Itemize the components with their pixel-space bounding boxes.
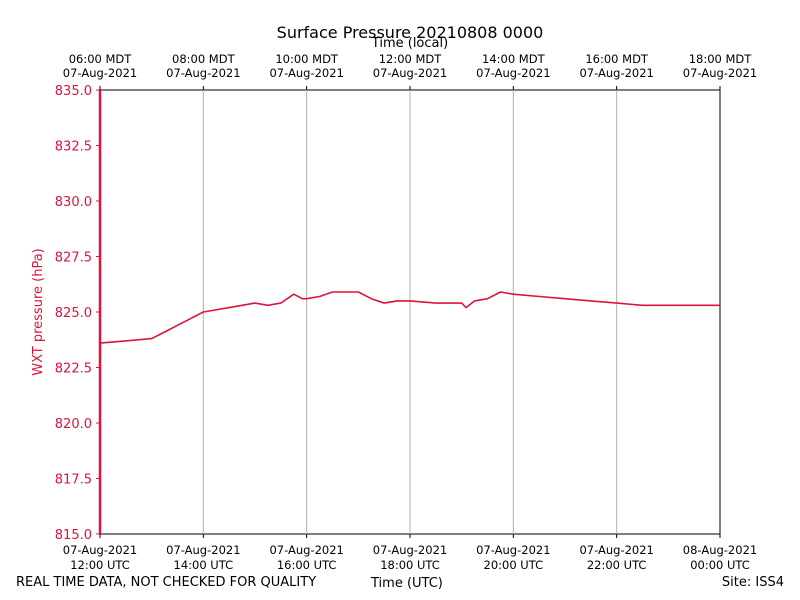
x-tick-label: 07-Aug-2021	[476, 543, 550, 557]
site-label: Site: ISS4	[721, 575, 784, 590]
top-x-tick-label: 07-Aug-2021	[476, 66, 550, 80]
top-x-tick-label: 07-Aug-2021	[373, 66, 447, 80]
x-tick-label: 07-Aug-2021	[269, 543, 343, 557]
x-axis-label: Time (UTC)	[371, 576, 443, 591]
top-x-tick-label: 08:00 MDT	[172, 52, 236, 66]
x-tick-label: 18:00 UTC	[380, 558, 440, 572]
chart-title: Surface Pressure 20210808 0000	[277, 23, 544, 42]
y-tick-label: 835.0	[55, 84, 92, 99]
y-axis: 815.0 817.5 820.0 822.5 825.0 827.5 830.0 832.5…	[55, 84, 102, 543]
y-tick-label: 830.0	[55, 195, 92, 210]
top-x-tick-label: 06:00 MDT	[69, 52, 133, 66]
x-tick-label: 14:00 UTC	[174, 558, 234, 572]
x-tick-label: 12:00 UTC	[70, 558, 130, 572]
x-tick-label: 16:00 UTC	[277, 558, 337, 572]
y-axis-label: WXT pressure (hPa)	[31, 248, 46, 376]
x-tick-label: 07-Aug-2021	[166, 543, 240, 557]
top-x-tick-label: 07-Aug-2021	[166, 66, 240, 80]
y-tick-label: 822.5	[55, 362, 92, 377]
x-tick-label: 00:00 UTC	[690, 558, 750, 572]
top-x-tick-label: 12:00 MDT	[379, 52, 443, 66]
top-axis-label: Time (local)	[371, 36, 448, 51]
y-tick-label: 817.5	[55, 473, 92, 488]
y-tick-label: 820.0	[55, 417, 92, 432]
top-x-tick-label: 07-Aug-2021	[63, 66, 137, 80]
x-tick-label: 07-Aug-2021	[63, 543, 137, 557]
x-tick-label: 07-Aug-2021	[373, 543, 447, 557]
y-tick-label: 815.0	[55, 528, 92, 543]
x-tick-label: 07-Aug-2021	[579, 543, 653, 557]
top-x-tick-label: 10:00 MDT	[275, 52, 339, 66]
x-tick-label: 08-Aug-2021	[683, 543, 757, 557]
top-x-tick-label: 16:00 MDT	[585, 52, 649, 66]
x-tick-label: 22:00 UTC	[587, 558, 647, 572]
grid-lines	[202, 90, 618, 534]
top-x-tick-label: 07-Aug-2021	[269, 66, 343, 80]
top-x-tick-label: 07-Aug-2021	[579, 66, 653, 80]
series-layer	[99, 291, 720, 344]
pressure-series-line	[99, 291, 720, 344]
x-tick-label: 20:00 UTC	[484, 558, 544, 572]
top-x-tick-label: 07-Aug-2021	[683, 66, 757, 80]
top-x-tick-label: 14:00 MDT	[482, 52, 546, 66]
quality-disclaimer: REAL TIME DATA, NOT CHECKED FOR QUALITY	[16, 575, 317, 590]
y-tick-label: 827.5	[55, 251, 92, 266]
y-tick-label: 832.5	[55, 140, 92, 155]
top-x-tick-label: 18:00 MDT	[689, 52, 753, 66]
y-tick-label: 825.0	[55, 306, 92, 321]
